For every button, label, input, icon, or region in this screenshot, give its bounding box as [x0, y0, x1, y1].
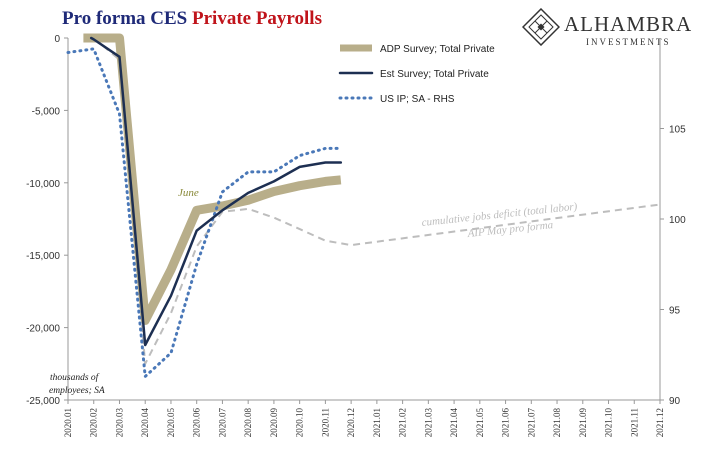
chart-axes: 0 -5,000 -10,000 -15,000 -20,000 -25,000 105 10…: [26, 34, 686, 437]
x-tick-label: 2020.03: [114, 408, 124, 438]
x-tick-label: 2021.08: [552, 408, 562, 438]
title-part-2: Private Payrolls: [192, 8, 322, 29]
x-tick-label: 2021.11: [629, 408, 639, 437]
x-tick-label: 2020.04: [140, 408, 150, 438]
title-part-1: Pro forma CES: [62, 8, 188, 29]
y-right-tick-label: 105: [669, 125, 686, 136]
units-label-line-2: employees; SA: [49, 386, 105, 396]
series-line-adp-survey-total-private: [83, 33, 342, 325]
y-left-tick-label: -10,000: [26, 179, 60, 190]
x-tick-label: 2021.10: [604, 408, 614, 438]
chart-legend: ADP Survey; Total Private Est Survey; Tot…: [338, 44, 495, 105]
x-tick-label: 2021.12: [655, 408, 665, 437]
x-tick-label: 2021.07: [526, 408, 536, 438]
x-tick-label: 2021.01: [372, 408, 382, 437]
series-line-us-ip-sa-rhs: [66, 47, 343, 378]
x-tick-label: 2021.02: [398, 408, 408, 437]
legend-label: US IP; SA - RHS: [380, 94, 455, 105]
series-line-est-survey-total-private: [89, 36, 343, 347]
chart-title: Pro forma CES Private Payrolls: [62, 8, 322, 30]
brand-subtitle: INVESTMENTS: [586, 37, 671, 47]
x-tick-label: 2021.05: [475, 407, 485, 437]
y-right-tick-label: 95: [669, 306, 681, 317]
y-left-tick-label: -15,000: [26, 251, 60, 262]
x-tick-label: 2020.02: [89, 408, 99, 437]
x-tick-label: 2020.09: [269, 408, 279, 438]
x-tick-label: 2020.07: [217, 408, 227, 438]
legend-label: Est Survey; Total Private: [380, 69, 489, 80]
x-tick-label: 2020.10: [295, 408, 305, 438]
x-tick-label: 2020.01: [63, 408, 73, 437]
y-right-tick-label: 100: [669, 215, 686, 226]
x-tick-label: 2021.03: [423, 408, 433, 438]
brand-name: ALHAMBRA: [564, 12, 693, 36]
y-left-tick-label: 0: [54, 34, 60, 45]
legend-label: ADP Survey; Total Private: [380, 44, 495, 55]
x-tick-label: 2021.04: [449, 408, 459, 438]
y-left-tick-label: -20,000: [26, 324, 60, 335]
brand-logo: ALHAMBRA INVESTMENTS: [520, 8, 700, 48]
y-left-tick-label: -5,000: [32, 106, 61, 117]
june-label: June: [178, 187, 199, 199]
chart-series: [66, 33, 661, 378]
y-right-tick-label: 90: [669, 396, 681, 407]
x-tick-label: 2020.12: [346, 408, 356, 437]
units-label-line-1: thousands of: [50, 372, 100, 383]
diamond-logo-icon: [522, 8, 560, 46]
x-tick-label: 2021.09: [578, 408, 588, 438]
x-tick-label: 2020.05: [166, 408, 176, 438]
y-left-tick-label: -25,000: [26, 396, 60, 407]
x-tick-label: 2020.11: [320, 408, 330, 437]
x-tick-label: 2020.06: [192, 408, 202, 438]
x-tick-label: 2020.08: [243, 408, 253, 438]
x-tick-label: 2021.06: [501, 407, 511, 437]
